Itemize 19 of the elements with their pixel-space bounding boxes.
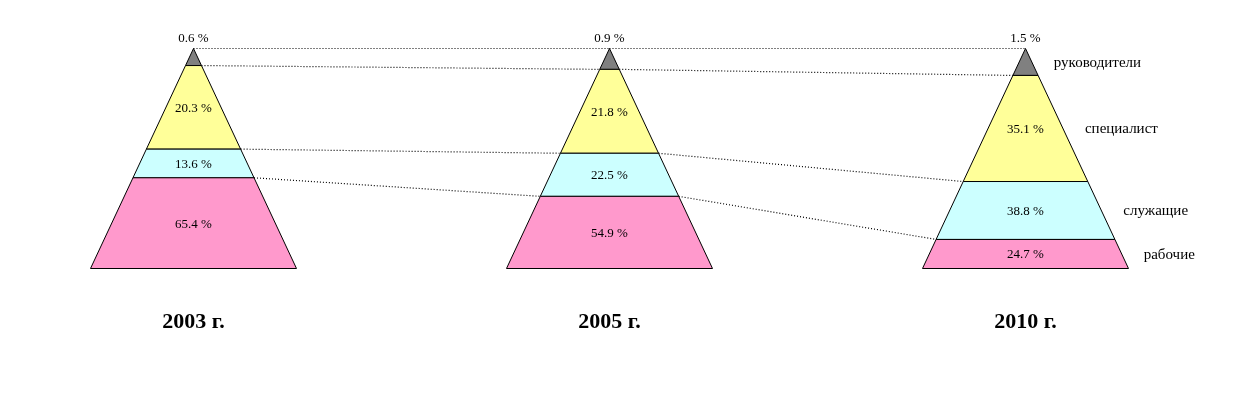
data-label: 24.7 % [1007,246,1045,262]
data-label: 20.3 % [175,99,213,115]
category-label: 2010 г. [994,308,1057,333]
data-label: 21.8 % [591,103,629,119]
legend-label: руководители [1053,53,1142,70]
series-label: рабочие [1143,245,1196,262]
data-label: 13.6 % [175,155,213,171]
data-label: 38.8 % [1007,202,1045,218]
data-label: 54.9 % [591,224,629,240]
category-label: 2003 г. [162,308,225,333]
data-label: 1.5 % [1010,29,1041,45]
data-label: 0.6 % [178,29,209,45]
series-label: служащие [1123,202,1189,219]
data-label: 35.1 % [1007,120,1045,136]
data-label: 22.5 % [591,167,629,183]
data-label: 65.4 % [175,215,213,231]
series-label: специалист [1084,120,1159,137]
category-label: 2005 г. [578,308,641,333]
data-label: 0.9 % [594,29,625,45]
